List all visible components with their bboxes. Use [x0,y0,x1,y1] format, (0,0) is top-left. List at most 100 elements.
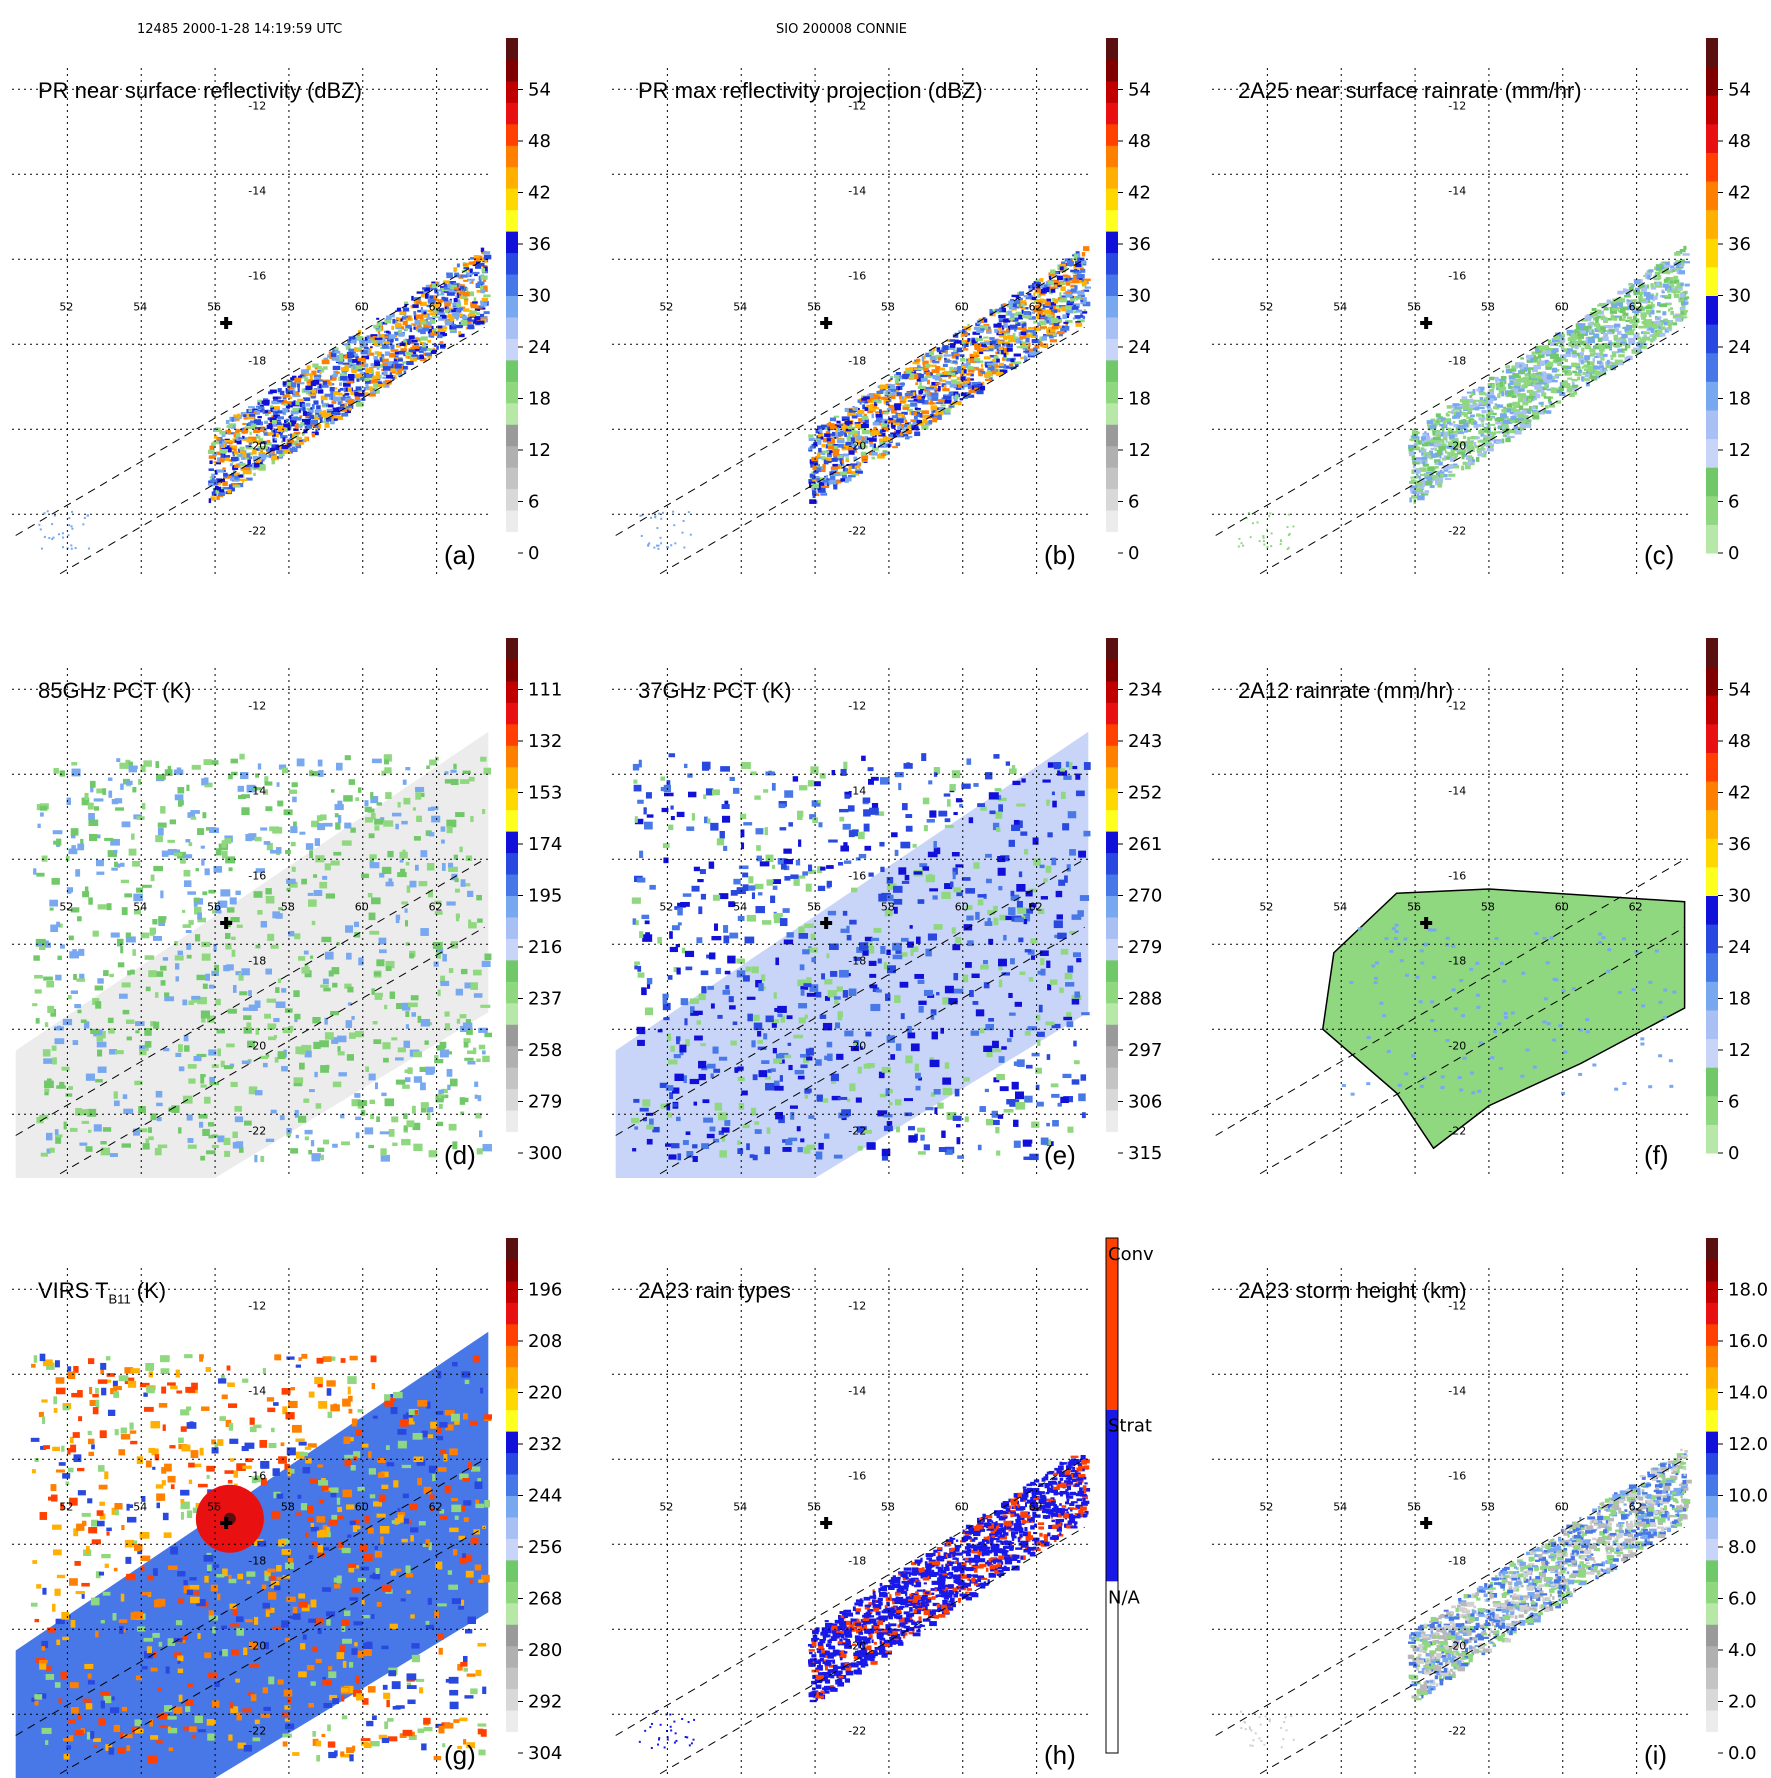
field-cell [1063,275,1068,277]
field-cell [347,381,354,384]
field-cell [357,379,360,382]
field-cell [354,392,358,397]
field-cell [450,1079,458,1087]
field-cell [1060,298,1067,302]
field-cell [246,423,248,426]
field-cell [1525,373,1529,376]
field-cell [653,547,655,549]
field-cell [223,473,228,477]
field-cell [1684,296,1689,299]
field-cell [1427,420,1433,424]
field-cell [1457,425,1465,429]
lat-tick-label: -22 [248,524,266,537]
field-cell [178,1044,183,1052]
field-cell [55,975,61,981]
field-cell [912,362,919,364]
field-cell [1645,285,1648,288]
field-cell [861,455,868,459]
field-cell [294,1019,297,1022]
field-cell [1242,545,1244,547]
field-cell [53,830,63,834]
field-cell [431,319,436,324]
field-cell [264,1014,271,1019]
field-cell [1541,392,1546,396]
colorbar-tick-label: 6 [528,492,539,513]
field-cell [451,309,456,312]
field-cell [448,867,458,872]
field-cell [391,349,399,352]
field-cell [466,287,468,291]
field-cell [284,403,288,406]
field-cell [883,412,889,414]
colorbar-segment [506,210,518,232]
field-cell [179,1066,184,1071]
field-cell [322,420,326,423]
field-cell [1076,323,1083,327]
field-cell [103,1127,111,1132]
field-cell [317,815,323,821]
field-cell [957,377,961,381]
field-cell [1648,337,1650,341]
field-cell [380,357,383,362]
field-cell [184,880,191,887]
field-cell [414,1076,422,1083]
field-cell [1615,316,1619,318]
field-cell [1288,547,1290,549]
field-cell [981,364,983,368]
field-cell [919,382,922,386]
field-cell [830,418,836,422]
field-cell [1593,358,1595,362]
field-cell [385,320,392,323]
field-cell [378,333,380,336]
field-cell [123,1094,127,1099]
field-cell [1014,354,1021,357]
field-cell [474,255,480,258]
field-cell [292,782,298,787]
lon-tick-label: 62 [1629,300,1643,313]
field-cell [282,768,288,774]
field-cell [301,879,307,885]
field-cell [187,1115,193,1121]
field-cell [1656,268,1659,270]
field-cell [219,444,223,447]
colorbar-segment [1706,67,1718,96]
field-cell [334,415,341,418]
field-cell [250,432,252,436]
field-cell [349,1032,356,1038]
field-cell [1633,329,1636,331]
field-cell [356,386,362,390]
field-cell [833,451,840,456]
field-cell [1271,532,1273,534]
field-cell [1408,448,1413,452]
field-cell [278,388,282,392]
field-cell [1487,448,1494,452]
field-cell [873,422,879,426]
lon-tick-label: 60 [1555,300,1569,313]
field-cell [1057,320,1061,322]
field-cell [844,478,848,483]
field-cell [1422,441,1425,444]
field-cell [1044,310,1052,315]
colorbar-tick-label: 42 [1128,183,1151,204]
colorbar-segment [1106,403,1118,425]
field-cell [1489,424,1495,426]
colorbar-segment [1706,296,1718,325]
field-cell [250,420,254,423]
field-cell [348,358,352,362]
field-cell [1003,336,1007,340]
field-cell [460,1014,467,1018]
field-cell [464,300,468,305]
colorbar-segment [1106,532,1118,554]
field-cell [340,376,348,381]
field-cell [1606,326,1613,328]
field-cell [453,764,456,769]
lat-tick-label: -16 [1448,269,1466,282]
field-cell [1073,317,1075,319]
field-cell [1028,343,1030,347]
field-cell [816,478,819,481]
colorbar-tick-label: 18 [1128,389,1151,410]
field-cell [325,394,331,397]
field-cell [906,370,912,373]
field-cell [1472,459,1475,462]
field-cell [482,809,485,814]
